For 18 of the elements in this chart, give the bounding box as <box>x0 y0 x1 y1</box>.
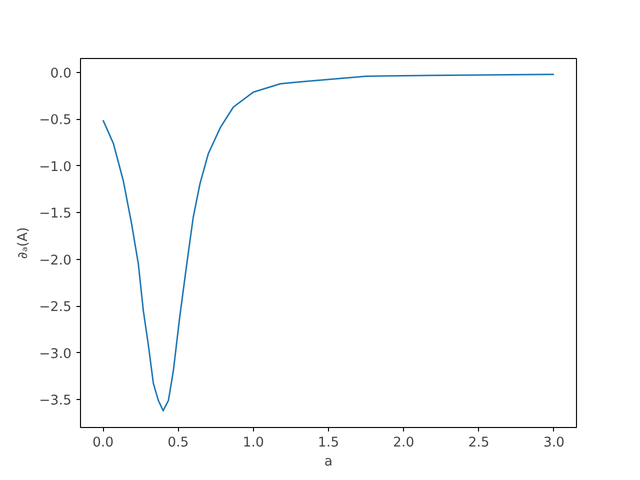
x-tick-label: 0.5 <box>168 436 189 450</box>
y-tick-label: −3.5 <box>39 393 72 408</box>
x-tick-label: 1.0 <box>242 436 264 450</box>
x-tick-label: 1.5 <box>318 436 340 450</box>
x-tick-label: 2.5 <box>468 436 490 450</box>
line-series <box>102 74 555 412</box>
x-tick-label: 2.0 <box>393 436 414 450</box>
y-tick-label: −2.0 <box>39 253 72 268</box>
x-tick-label: 3.0 <box>543 436 565 450</box>
x-tick-label: 0.0 <box>92 436 114 450</box>
y-tick-label: −1.5 <box>39 206 72 222</box>
y-tick-label: −0.5 <box>39 113 72 128</box>
y-tick-label: 0.0 <box>50 66 72 82</box>
y-tick-label: −2.5 <box>39 300 72 316</box>
x-axis-title: a <box>324 454 333 470</box>
y-axis-title: ∂ₐ(A) <box>16 227 32 259</box>
y-tick-label: −3.0 <box>39 346 72 362</box>
y-tick-label: −1.0 <box>39 160 72 175</box>
